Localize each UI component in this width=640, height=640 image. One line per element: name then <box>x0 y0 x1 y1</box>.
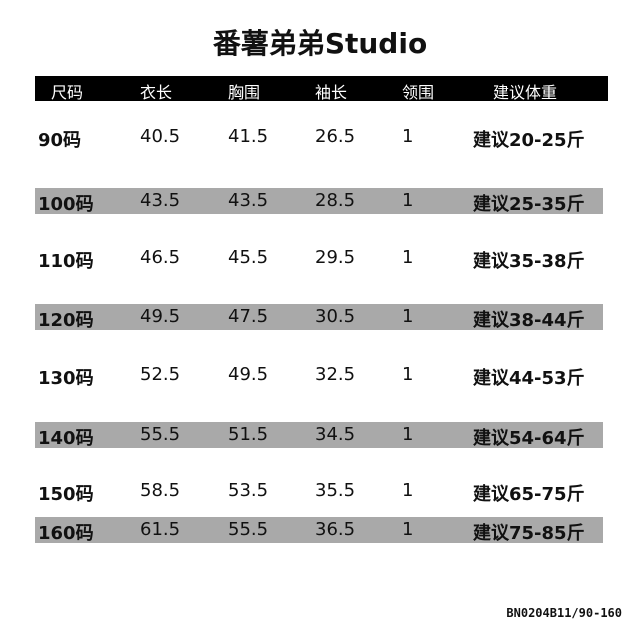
table-row: 150码 58.5 53.5 35.5 1 建议65-75斤 <box>35 478 603 505</box>
cell-size: 160码 <box>38 523 94 544</box>
table-row: 130码 52.5 49.5 32.5 1 建议44-53斤 <box>35 362 603 389</box>
table-header: 尺码 衣长 胸围 袖长 领围 建议体重 <box>35 76 608 102</box>
cell-weight: 建议44-53斤 <box>473 368 585 389</box>
cell-size: 120码 <box>38 310 94 331</box>
header-length: 衣长 <box>140 83 173 102</box>
header-weight: 建议体重 <box>493 83 558 102</box>
cell-chest: 43.5 <box>228 190 269 211</box>
cell-chest: 49.5 <box>228 364 269 385</box>
cell-chest: 55.5 <box>228 519 269 540</box>
cell-collar: 1 <box>402 126 414 147</box>
cell-length: 61.5 <box>140 519 181 540</box>
cell-length: 40.5 <box>140 126 181 147</box>
cell-size: 130码 <box>38 368 94 389</box>
cell-size: 100码 <box>38 194 94 215</box>
cell-weight: 建议25-35斤 <box>473 194 585 215</box>
cell-length: 55.5 <box>140 424 181 445</box>
table-row: 90码 40.5 41.5 26.5 1 建议20-25斤 <box>35 124 603 151</box>
cell-collar: 1 <box>402 247 414 268</box>
cell-sleeve: 32.5 <box>315 364 356 385</box>
table-row: 120码 49.5 47.5 30.5 1 建议38-44斤 <box>35 304 603 331</box>
table-row: 160码 61.5 55.5 36.5 1 建议75-85斤 <box>35 517 603 544</box>
cell-sleeve: 36.5 <box>315 519 356 540</box>
cell-sleeve: 29.5 <box>315 247 356 268</box>
cell-size: 90码 <box>38 130 82 151</box>
cell-length: 43.5 <box>140 190 181 211</box>
cell-collar: 1 <box>402 424 414 445</box>
page-title: 番薯弟弟Studio <box>212 27 428 60</box>
header-sleeve: 袖长 <box>315 83 348 102</box>
cell-length: 46.5 <box>140 247 181 268</box>
cell-weight: 建议75-85斤 <box>473 523 585 544</box>
cell-weight: 建议65-75斤 <box>473 484 585 505</box>
header-chest: 胸围 <box>228 83 261 102</box>
cell-weight: 建议38-44斤 <box>473 310 585 331</box>
header-size: 尺码 <box>51 83 84 102</box>
cell-chest: 47.5 <box>228 306 269 327</box>
cell-chest: 41.5 <box>228 126 269 147</box>
cell-size: 150码 <box>38 484 94 505</box>
cell-sleeve: 35.5 <box>315 480 356 501</box>
cell-chest: 53.5 <box>228 480 269 501</box>
cell-collar: 1 <box>402 480 414 501</box>
cell-weight: 建议54-64斤 <box>473 428 585 449</box>
cell-collar: 1 <box>402 190 414 211</box>
table-row: 110码 46.5 45.5 29.5 1 建议35-38斤 <box>35 245 603 272</box>
cell-sleeve: 30.5 <box>315 306 356 327</box>
cell-collar: 1 <box>402 519 414 540</box>
cell-weight: 建议35-38斤 <box>473 251 585 272</box>
cell-collar: 1 <box>402 364 414 385</box>
cell-size: 110码 <box>38 251 94 272</box>
cell-collar: 1 <box>402 306 414 327</box>
cell-weight: 建议20-25斤 <box>473 130 585 151</box>
cell-length: 58.5 <box>140 480 181 501</box>
cell-sleeve: 28.5 <box>315 190 356 211</box>
table-row: 100码 43.5 43.5 28.5 1 建议25-35斤 <box>35 188 603 215</box>
table-row: 140码 55.5 51.5 34.5 1 建议54-64斤 <box>35 422 603 449</box>
cell-length: 52.5 <box>140 364 181 385</box>
cell-sleeve: 26.5 <box>315 126 356 147</box>
product-code: BN0204B11/90-160 <box>506 606 622 620</box>
cell-length: 49.5 <box>140 306 181 327</box>
header-collar: 领围 <box>402 83 435 102</box>
cell-chest: 51.5 <box>228 424 269 445</box>
cell-size: 140码 <box>38 428 94 449</box>
cell-chest: 45.5 <box>228 247 269 268</box>
cell-sleeve: 34.5 <box>315 424 356 445</box>
